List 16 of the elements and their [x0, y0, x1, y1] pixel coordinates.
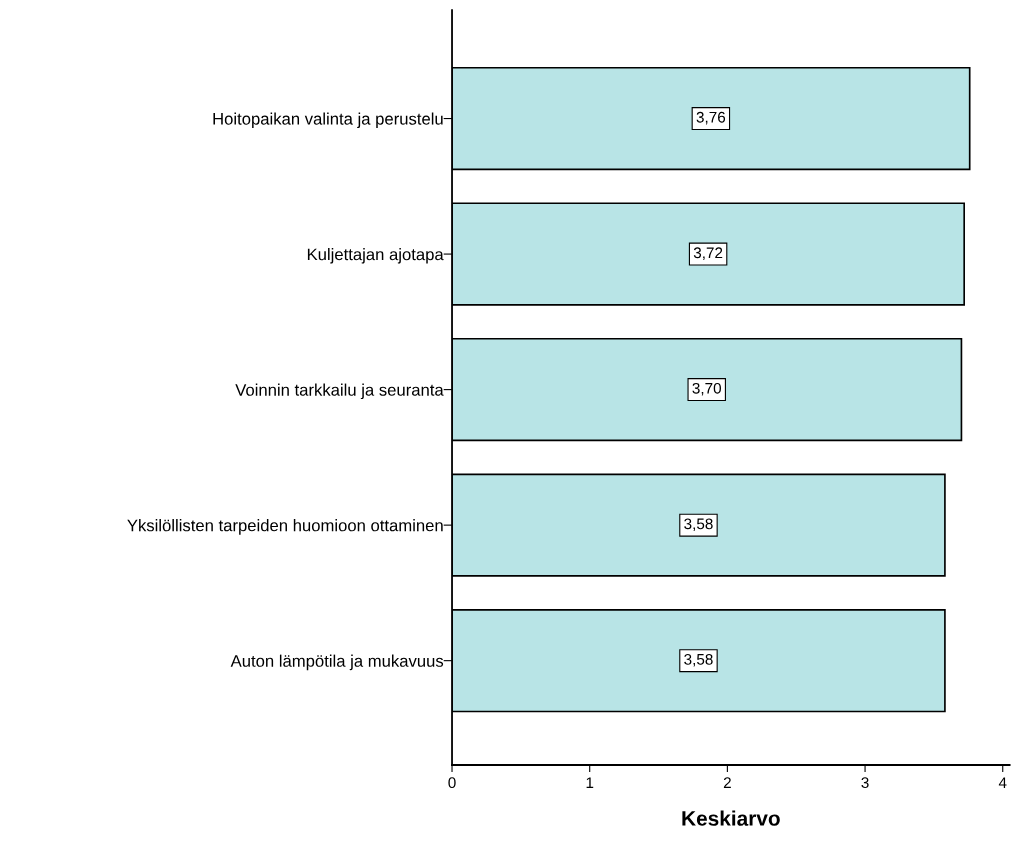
- y-tick-label: Auton lämpötila ja mukavuus: [230, 654, 444, 671]
- data-label: 3,76: [696, 111, 726, 125]
- x-tick-label: 3: [861, 777, 869, 789]
- data-label: 3,70: [692, 382, 721, 396]
- data-label: 3,72: [693, 247, 723, 260]
- x-tick-label: 4: [998, 777, 1007, 788]
- x-axis-title: Keskiarvo: [682, 810, 780, 826]
- y-tick-label: Kuljettajan ajotapa: [307, 248, 444, 264]
- y-tick-label: Voinnin tarkkailu ja seuranta: [235, 383, 444, 400]
- x-tick-label: 2: [723, 777, 731, 788]
- x-tick-label: 1: [586, 777, 594, 788]
- x-tick-label: 0: [448, 777, 456, 789]
- y-tick-label: Yksilöllisten tarpeiden huomioon ottaminen: [127, 519, 443, 535]
- data-label: 3,58: [684, 653, 713, 667]
- data-label: 3,58: [684, 518, 713, 532]
- y-tick-label: Hoitopaikan valinta ja perustelu: [213, 112, 443, 129]
